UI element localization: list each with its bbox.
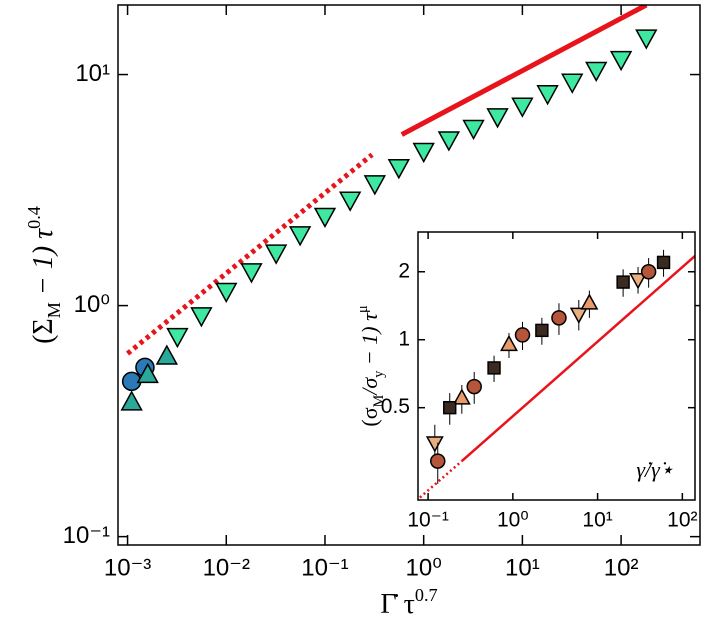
y-tick-label: 10¹ xyxy=(75,60,110,87)
marker xyxy=(339,191,362,212)
marker xyxy=(486,108,509,129)
marker xyxy=(215,282,238,304)
x-tick-label: 10⁰ xyxy=(406,554,442,581)
marker xyxy=(190,307,213,328)
x-tick-label: 10² xyxy=(604,554,639,581)
axis-label: (σM/σy − 1) τμ xyxy=(355,305,387,427)
label-part: − 1) τ xyxy=(28,228,59,302)
marker xyxy=(656,255,671,270)
label-part: Γ̇ τ xyxy=(380,589,414,620)
marker xyxy=(425,436,444,453)
marker xyxy=(551,310,567,326)
label-part: /σ xyxy=(357,377,382,397)
label-part: y xyxy=(371,370,387,378)
marker xyxy=(536,85,559,106)
plot-layer xyxy=(120,5,658,411)
marker xyxy=(561,73,584,94)
axis-label: (ΣM − 1) τ0.4 xyxy=(24,206,64,344)
label-part: 0.7 xyxy=(415,585,438,605)
marker xyxy=(313,207,337,229)
label-part: (σ xyxy=(357,407,382,426)
marker xyxy=(616,275,630,289)
marker xyxy=(514,327,531,343)
marker xyxy=(437,131,461,152)
y-tick-label: 0.5 xyxy=(381,395,410,418)
marker xyxy=(500,334,518,352)
x-tick-label: 10⁻² xyxy=(203,554,250,581)
marker xyxy=(609,50,633,72)
x-tick-label: 10² xyxy=(667,509,697,532)
marker xyxy=(511,97,534,118)
axes-frame xyxy=(417,231,696,501)
marker xyxy=(640,264,657,280)
y-tick-label: 10⁰ xyxy=(74,291,110,318)
y-tick-label: 1 xyxy=(398,327,410,350)
label-part: M xyxy=(371,394,387,407)
marker xyxy=(487,361,501,375)
marker xyxy=(387,159,410,180)
marker xyxy=(635,29,658,50)
marker xyxy=(120,390,143,411)
x-tick-label: 10⁰ xyxy=(497,509,529,532)
marker xyxy=(363,175,387,196)
axes-frame xyxy=(117,4,701,546)
y-tick-label: 2 xyxy=(398,259,410,282)
marker xyxy=(462,119,485,141)
marker xyxy=(466,378,482,395)
marker xyxy=(264,244,288,265)
x-tick-label: 10¹ xyxy=(582,509,612,532)
y-tick-label: 10⁻¹ xyxy=(63,522,110,549)
marker xyxy=(580,293,599,310)
x-tick-label: 10¹ xyxy=(505,554,540,581)
marker xyxy=(629,273,648,290)
marker xyxy=(166,327,189,349)
x-tick-label: 10⁻¹ xyxy=(301,554,348,581)
label-part: μ xyxy=(355,305,371,313)
marker xyxy=(535,323,549,338)
label-part: M xyxy=(44,302,64,318)
plot-layer xyxy=(419,249,695,499)
axis-label: Γ̇ τ0.7 xyxy=(380,585,437,620)
guide-line xyxy=(400,5,648,137)
guide-line xyxy=(419,460,463,499)
x-tick-label: 10⁻³ xyxy=(104,554,151,581)
label-part: 0.4 xyxy=(24,206,44,229)
inset-annotation: γ̇/γ̇⋆ xyxy=(636,457,673,482)
marker xyxy=(585,61,608,83)
marker xyxy=(430,453,446,469)
guide-line xyxy=(461,255,695,463)
marker xyxy=(240,263,263,284)
marker xyxy=(443,400,457,415)
marker xyxy=(452,388,471,405)
marker xyxy=(569,307,588,324)
marker xyxy=(155,344,179,365)
marker xyxy=(288,226,312,247)
marker xyxy=(412,142,435,164)
label-part: − 1) τ xyxy=(357,312,382,371)
label-part: (Σ xyxy=(28,318,59,344)
marker xyxy=(136,362,159,384)
x-tick-label: 10⁻¹ xyxy=(407,509,448,532)
